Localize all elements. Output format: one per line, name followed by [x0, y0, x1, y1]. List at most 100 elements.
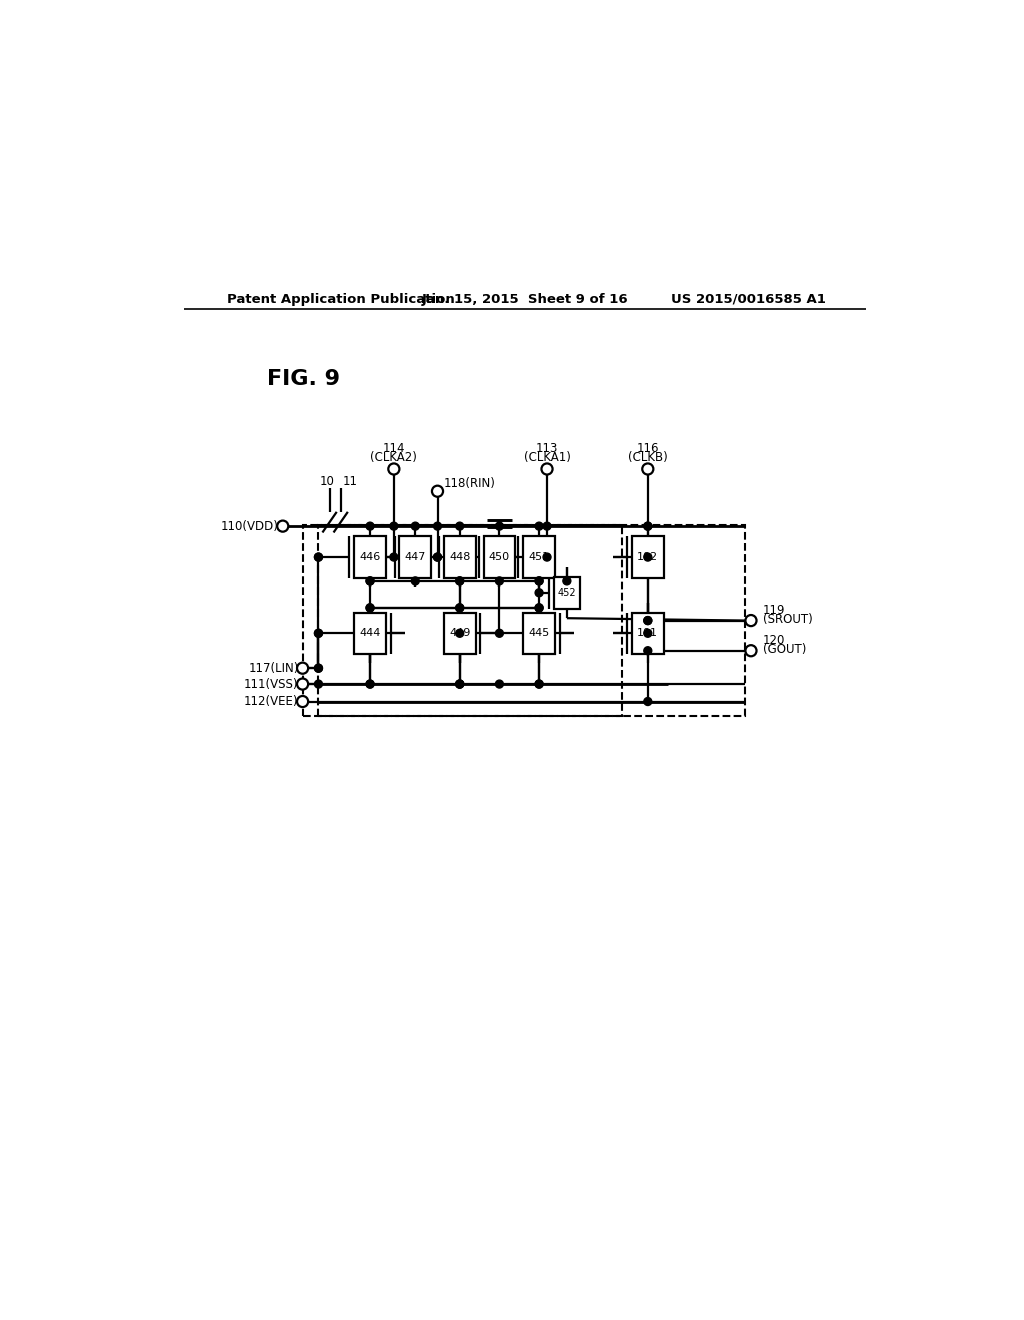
Bar: [354, 536, 386, 578]
Text: 449: 449: [450, 628, 470, 639]
Circle shape: [367, 577, 374, 585]
Bar: [523, 612, 555, 653]
Circle shape: [536, 577, 543, 585]
Text: 117(LIN): 117(LIN): [248, 661, 299, 675]
Circle shape: [297, 678, 308, 689]
Circle shape: [433, 553, 441, 561]
Circle shape: [432, 486, 443, 496]
Bar: [354, 612, 386, 653]
Circle shape: [367, 680, 374, 688]
Circle shape: [456, 680, 464, 688]
Circle shape: [388, 463, 399, 475]
Circle shape: [456, 605, 464, 612]
Circle shape: [367, 577, 374, 585]
Circle shape: [433, 523, 441, 531]
Circle shape: [314, 664, 323, 672]
Text: FIG. 9: FIG. 9: [267, 370, 340, 389]
Circle shape: [367, 605, 374, 612]
Circle shape: [314, 630, 323, 638]
Text: (CLKB): (CLKB): [628, 451, 668, 465]
Bar: [554, 577, 580, 609]
Bar: [303, 524, 745, 715]
Text: Patent Application Publication: Patent Application Publication: [227, 293, 455, 306]
Text: 113: 113: [536, 442, 558, 455]
Circle shape: [536, 680, 543, 688]
Circle shape: [314, 630, 323, 638]
Circle shape: [644, 553, 651, 561]
Circle shape: [456, 523, 464, 531]
Text: 116: 116: [637, 442, 659, 455]
Circle shape: [644, 523, 651, 531]
Text: 446: 446: [359, 552, 381, 562]
Text: 448: 448: [450, 552, 470, 562]
Text: 114: 114: [383, 442, 406, 455]
Bar: [443, 612, 475, 653]
Circle shape: [644, 616, 651, 624]
Circle shape: [412, 523, 419, 531]
Text: 111(VSS): 111(VSS): [244, 677, 299, 690]
Text: 452: 452: [557, 587, 577, 598]
Text: 120: 120: [763, 634, 785, 647]
Circle shape: [536, 523, 543, 531]
Circle shape: [536, 680, 543, 688]
Text: 110(VDD): 110(VDD): [221, 520, 279, 533]
Circle shape: [496, 630, 504, 638]
Circle shape: [456, 605, 464, 612]
Circle shape: [367, 523, 374, 531]
Bar: [318, 524, 622, 715]
Circle shape: [278, 520, 289, 532]
Circle shape: [543, 523, 551, 531]
Circle shape: [536, 589, 543, 597]
Circle shape: [642, 463, 653, 475]
Circle shape: [745, 645, 757, 656]
Bar: [483, 536, 515, 578]
Circle shape: [412, 577, 419, 585]
Circle shape: [314, 680, 323, 688]
Circle shape: [297, 663, 308, 673]
Circle shape: [536, 605, 543, 612]
Circle shape: [543, 553, 551, 561]
Text: 445: 445: [528, 628, 550, 639]
Circle shape: [456, 680, 464, 688]
Circle shape: [297, 696, 308, 708]
Text: (GOUT): (GOUT): [763, 643, 806, 656]
Text: US 2015/0016585 A1: US 2015/0016585 A1: [672, 293, 826, 306]
Circle shape: [644, 523, 651, 531]
Text: (CLKA2): (CLKA2): [371, 451, 418, 465]
Bar: [632, 536, 664, 578]
Circle shape: [456, 577, 464, 585]
Text: 112(VEE): 112(VEE): [244, 696, 299, 708]
Circle shape: [563, 577, 570, 585]
Circle shape: [644, 630, 651, 638]
Circle shape: [456, 680, 464, 688]
Bar: [523, 536, 555, 578]
Text: 447: 447: [404, 552, 426, 562]
Text: 10: 10: [319, 475, 335, 488]
Circle shape: [536, 605, 543, 612]
Circle shape: [390, 523, 398, 531]
Circle shape: [456, 630, 464, 638]
Bar: [632, 612, 664, 653]
Circle shape: [367, 680, 374, 688]
Circle shape: [456, 577, 464, 585]
Circle shape: [314, 664, 323, 672]
Circle shape: [496, 523, 504, 531]
Circle shape: [542, 463, 553, 475]
Circle shape: [644, 647, 651, 655]
Text: 101: 101: [637, 628, 658, 639]
Circle shape: [536, 577, 543, 585]
Text: (SROUT): (SROUT): [763, 614, 813, 626]
Text: 444: 444: [359, 628, 381, 639]
Bar: [443, 536, 475, 578]
Circle shape: [367, 605, 374, 612]
Bar: [399, 536, 431, 578]
Circle shape: [496, 577, 504, 585]
Text: 451: 451: [528, 552, 550, 562]
Circle shape: [644, 616, 651, 624]
Circle shape: [390, 553, 398, 561]
Text: 119: 119: [763, 603, 785, 616]
Text: 450: 450: [488, 552, 510, 562]
Text: 11: 11: [343, 475, 357, 488]
Text: 118(RIN): 118(RIN): [443, 477, 496, 490]
Circle shape: [745, 615, 757, 626]
